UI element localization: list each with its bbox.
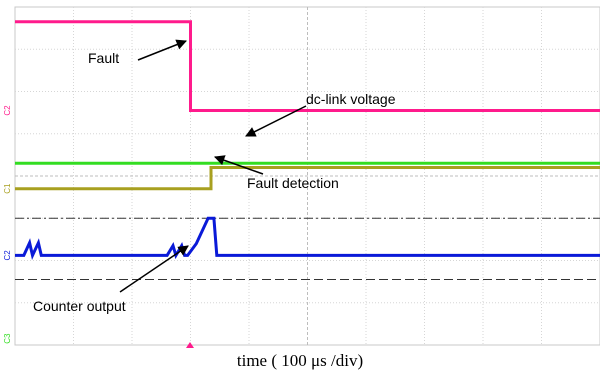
annotation-counter-output: Counter output bbox=[33, 298, 126, 314]
arrow-fault bbox=[137, 39, 187, 61]
trace-fault-detection bbox=[15, 166, 600, 191]
annotation-fault: Fault bbox=[88, 50, 119, 66]
channel-tag: C2 bbox=[3, 250, 12, 261]
trace-counter-output bbox=[15, 216, 600, 260]
scope-grid bbox=[14, 6, 600, 346]
annotation-fault-detection: Fault detection bbox=[247, 175, 339, 191]
x-axis-label: time ( 100 μs /div) bbox=[237, 351, 363, 370]
reference-lines bbox=[15, 217, 600, 281]
channel-tag: C2 bbox=[3, 105, 12, 116]
trace-group bbox=[15, 20, 600, 260]
arrow-counter-output bbox=[119, 245, 189, 293]
arrow-dc-link-voltage bbox=[245, 105, 307, 137]
channel-tag: C3 bbox=[3, 333, 12, 344]
annotation-dc-link-voltage: dc-link voltage bbox=[306, 91, 396, 107]
annotation-arrows bbox=[119, 39, 307, 293]
channel-tags: C2 C1 C2 C3 bbox=[3, 105, 12, 344]
channel-tag: C1 bbox=[3, 183, 12, 194]
annotation-labels: Fault dc-link voltage Fault detection Count… bbox=[33, 50, 396, 314]
arrow-fault-detection bbox=[214, 155, 264, 175]
trace-fault bbox=[15, 20, 600, 112]
trigger-marker bbox=[186, 342, 194, 348]
